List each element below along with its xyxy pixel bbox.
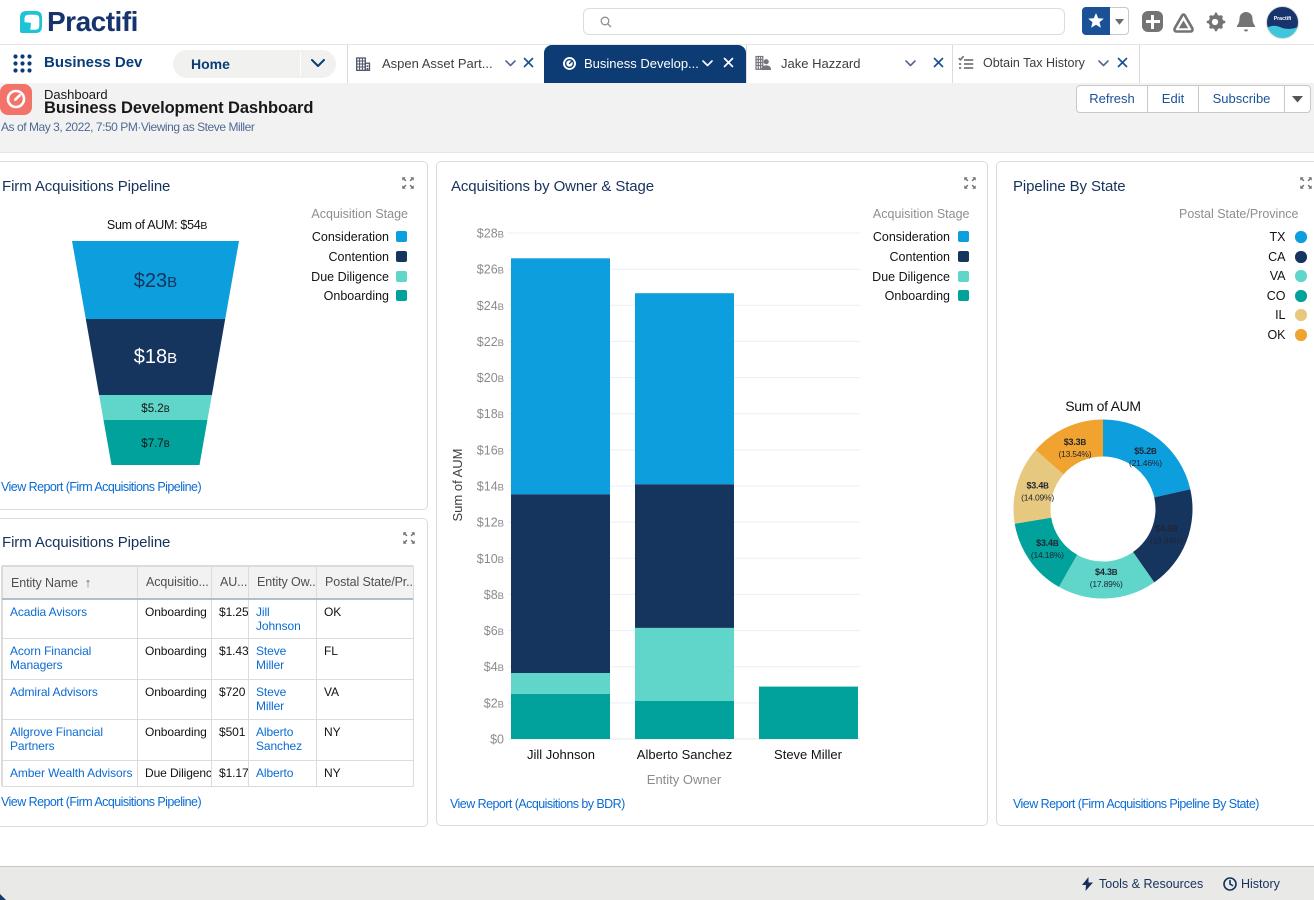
svg-text:$23B: $23B [134,270,177,292]
svg-text:$16B: $16B [477,443,504,457]
svg-text:$18B: $18B [134,346,177,368]
svg-text:$5.2B: $5.2B [141,403,169,415]
svg-text:$0: $0 [490,733,504,747]
svg-text:(21.46%): (21.46%) [1129,458,1162,468]
svg-text:$4B: $4B [484,660,504,674]
svg-text:$8B: $8B [484,588,504,602]
svg-text:Jill Johnson: Jill Johnson [527,747,595,762]
svg-text:Alberto Sanchez: Alberto Sanchez [637,747,732,762]
svg-text:Sum of AUM: Sum of AUM [450,449,465,522]
svg-text:$28B: $28B [477,227,504,241]
svg-text:Steve Miller: Steve Miller [774,747,843,762]
svg-text:$3.4B: $3.4B [1036,538,1059,548]
svg-text:Practifi: Practifi [1274,16,1292,22]
svg-text:$3.3B: $3.3B [1064,437,1087,447]
svg-text:$18B: $18B [477,407,504,421]
svg-text:$3.4B: $3.4B [1026,480,1049,490]
svg-text:$4.3B: $4.3B [1095,567,1118,577]
svg-text:$2B: $2B [484,696,504,710]
svg-text:(17.89%): (17.89%) [1090,579,1123,589]
svg-text:(13.54%): (13.54%) [1058,449,1091,459]
svg-text:$10B: $10B [477,552,504,566]
svg-text:$6B: $6B [484,624,504,638]
svg-text:$22B: $22B [477,335,504,349]
svg-text:Entity Owner: Entity Owner [647,772,722,787]
svg-text:$12B: $12B [477,516,504,530]
svg-text:(18.84%): (18.84%) [1150,536,1183,546]
svg-text:$20B: $20B [477,371,504,385]
svg-text:$7.7B: $7.7B [141,438,169,450]
svg-text:$14B: $14B [477,480,504,494]
svg-text:$5.2B: $5.2B [1134,446,1157,456]
svg-text:(14.18%): (14.18%) [1031,550,1064,560]
svg-text:$24B: $24B [477,299,504,313]
svg-text:$26B: $26B [477,263,504,277]
svg-text:$4.6B: $4.6B [1155,524,1178,534]
svg-text:(14.09%): (14.09%) [1021,492,1054,502]
